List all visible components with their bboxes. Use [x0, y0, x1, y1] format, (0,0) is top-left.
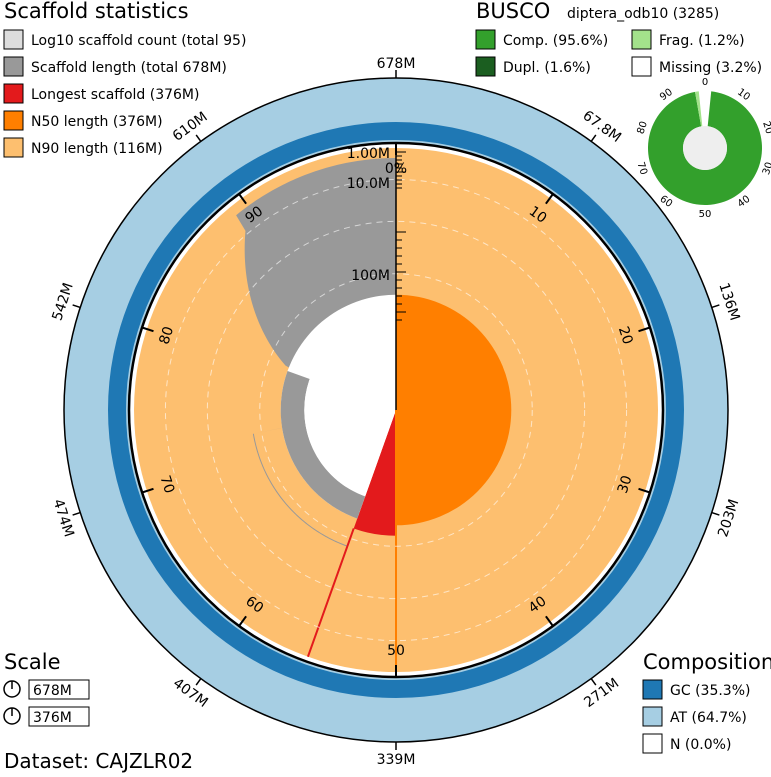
scaffold-legend-label: Longest scaffold (376M) — [31, 87, 199, 103]
scaffold-legend-label: Scaffold length (total 678M) — [31, 60, 227, 76]
busco-lineage: diptera_odb10 (3285) — [567, 6, 719, 22]
percent-tick — [545, 615, 554, 627]
longest-scaffold-area — [353, 410, 396, 536]
scale-label: 678M — [33, 683, 72, 699]
length-tick — [590, 134, 597, 142]
busco-legend-swatch — [475, 56, 496, 77]
busco-legend-label: Frag. (1.2%) — [659, 33, 745, 49]
scale-label: 376M — [33, 710, 72, 726]
percent-tick-label: 30 — [615, 474, 636, 496]
percent-tick — [238, 615, 247, 627]
composition-legend-label: GC (35.3%) — [670, 683, 750, 699]
busco-title: BUSCO — [476, 0, 550, 23]
percent-tick-label: 50 — [387, 643, 405, 659]
composition-legend-swatch — [642, 679, 663, 700]
busco-tick-label: 40 — [736, 194, 753, 210]
busco-legend-swatch — [631, 29, 652, 50]
busco-center — [683, 126, 727, 170]
scale-box — [28, 679, 90, 700]
scale-guide-circle — [164, 178, 628, 642]
busco-tick-label: 10 — [735, 87, 752, 103]
radial-scale-label: 1.00M — [347, 146, 390, 162]
length-tick — [195, 678, 202, 686]
scale-guide-circle — [206, 220, 586, 600]
percent-tick — [141, 326, 154, 333]
scaffold-legend-swatch — [3, 83, 24, 104]
busco-legend: BUSCO diptera_odb10 (3285) Comp. (95.6%)… — [475, 0, 762, 77]
scale-legend: Scale 678M 376M — [3, 650, 90, 727]
percent-tick — [545, 193, 554, 205]
composition-legend-label: AT (64.7%) — [670, 710, 747, 726]
percent-tick-label: 70 — [156, 474, 177, 496]
busco-tick-label: 50 — [699, 209, 712, 220]
percent-tick — [141, 487, 154, 494]
scaffold-stats-legend: Scaffold statistics Log10 scaffold count… — [3, 0, 246, 158]
scaffold-inner-band — [280, 370, 366, 519]
busco-tick-label: 0 — [702, 77, 708, 88]
busco-tick-label: 30 — [761, 161, 771, 177]
composition-legend: Composition GC (35.3%) AT (64.7%) N (0.0%) — [642, 650, 771, 754]
length-tick-label: 474M — [50, 497, 77, 539]
longest-scaffold-line — [306, 528, 355, 658]
total-length-label: 678M — [377, 56, 416, 72]
scaffold-legend-swatch — [3, 29, 24, 50]
length-tick-label: 203M — [715, 497, 742, 539]
length-tick — [72, 511, 81, 516]
busco-tick-label: 20 — [760, 120, 771, 136]
composition-title: Composition — [643, 650, 771, 674]
length-tick — [195, 134, 202, 142]
busco-tick-label: 90 — [658, 87, 675, 103]
busco-legend-swatch — [475, 29, 496, 50]
scaffold-legend-swatch — [3, 137, 24, 158]
scaffold-legend-swatch — [3, 56, 24, 77]
scaffold-legend-label: N90 length (116M) — [31, 141, 163, 157]
composition-legend-label: N (0.0%) — [670, 737, 731, 753]
percent-tick — [638, 326, 651, 333]
composition-legend-swatch — [642, 706, 663, 727]
length-tick — [72, 304, 81, 309]
main-snail-circle: 1.00M10.0M100M0%102030405060708090678M67… — [50, 56, 743, 768]
radial-scale-label: 10.0M — [347, 176, 390, 192]
scale-box — [28, 706, 90, 727]
percent-tick-label: 20 — [615, 325, 636, 347]
busco-legend-swatch — [631, 56, 652, 77]
scaffold-stats-title: Scaffold statistics — [4, 0, 189, 23]
busco-legend-label: Comp. (95.6%) — [503, 33, 608, 49]
length-tick — [711, 304, 720, 309]
length-tick-label: 542M — [50, 281, 77, 323]
busco-tick-label: 70 — [635, 161, 649, 177]
percent-tick — [638, 487, 651, 494]
percent-tick-label: 0% — [385, 161, 407, 177]
composition-legend-swatch — [642, 733, 663, 754]
busco-tick-label: 80 — [636, 120, 650, 136]
center-white — [304, 318, 396, 497]
scale-title: Scale — [4, 650, 61, 674]
scaffold-legend-swatch — [3, 110, 24, 131]
n50-area — [396, 294, 512, 526]
length-tick-label: 136M — [715, 281, 742, 323]
busco-legend-label: Dupl. (1.6%) — [503, 60, 591, 76]
scaffold-legend-label: Log10 scaffold count (total 95) — [31, 33, 246, 49]
length-tick — [590, 678, 597, 686]
percent-tick — [238, 193, 247, 205]
percent-tick-label: 80 — [156, 325, 177, 347]
busco-complete-slice — [648, 91, 763, 206]
radial-scale-label: 100M — [351, 268, 390, 284]
busco-legend-label: Missing (3.2%) — [659, 60, 762, 76]
length-tick — [711, 511, 720, 516]
dataset-label: Dataset: CAJZLR02 — [4, 749, 193, 773]
scaffold-legend-label: N50 length (376M) — [31, 114, 163, 130]
busco-fragmented-slice — [695, 91, 703, 127]
length-tick-label: 339M — [377, 752, 416, 768]
